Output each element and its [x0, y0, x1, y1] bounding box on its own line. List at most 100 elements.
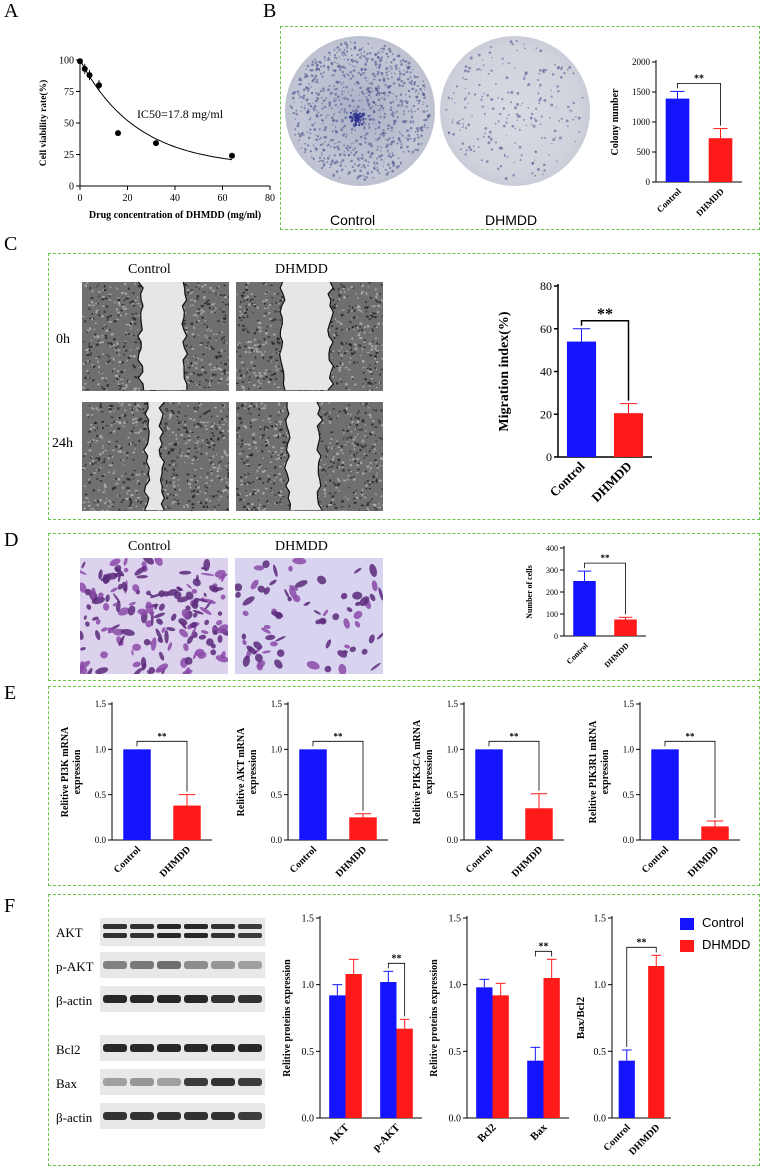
- cell: [353, 328, 355, 331]
- cell: [106, 354, 109, 356]
- cell: [374, 448, 376, 451]
- cell: [117, 348, 119, 350]
- cell: [331, 356, 333, 358]
- cell: [227, 429, 229, 433]
- cell: [274, 450, 277, 454]
- cell: [185, 431, 188, 434]
- cell: [258, 408, 261, 411]
- colony: [312, 107, 314, 109]
- cell: [117, 494, 119, 497]
- colony: [322, 71, 325, 74]
- colony: [387, 124, 390, 127]
- stained-cell: [209, 585, 219, 593]
- cell: [375, 295, 378, 298]
- cell: [166, 470, 168, 472]
- cell: [275, 348, 278, 351]
- stained-cell: [166, 627, 176, 632]
- colony: [410, 108, 413, 111]
- cell: [358, 429, 362, 431]
- bar-dhmdd: [349, 817, 377, 840]
- colony: [459, 129, 461, 131]
- cell: [95, 322, 97, 324]
- colony: [353, 112, 356, 116]
- cell: [264, 487, 268, 490]
- cell: [119, 447, 122, 449]
- colony: [297, 83, 299, 86]
- cell: [212, 466, 216, 469]
- cell: [342, 362, 344, 366]
- colony: [333, 54, 337, 57]
- cell: [124, 332, 128, 334]
- y-tick-label: 0.0: [95, 835, 107, 845]
- colony: [481, 159, 483, 162]
- cell: [346, 436, 348, 439]
- cell: [141, 421, 144, 424]
- cell: [133, 470, 136, 472]
- cell: [110, 333, 114, 336]
- cell: [197, 374, 201, 377]
- y-tick-label: 1.0: [95, 744, 107, 754]
- cell: [135, 505, 138, 508]
- cell: [87, 376, 90, 379]
- cell: [279, 319, 281, 321]
- colony: [354, 59, 357, 63]
- cell: [108, 471, 110, 473]
- cell: [196, 436, 200, 439]
- colony: [410, 153, 413, 155]
- cell: [197, 384, 201, 386]
- cell: [262, 300, 265, 303]
- cell: [371, 328, 373, 331]
- cell: [214, 406, 217, 409]
- x-axis-label: Drug concentration of DHMDD (mg/ml): [89, 210, 261, 221]
- cell: [236, 493, 240, 496]
- cell: [238, 316, 241, 319]
- cell: [194, 447, 197, 449]
- colony: [318, 127, 321, 130]
- cell: [206, 325, 209, 329]
- colony: [349, 41, 352, 43]
- cell: [138, 482, 141, 485]
- colony: [358, 121, 361, 125]
- blot-strip: [100, 1103, 265, 1129]
- cell: [126, 456, 128, 459]
- cell: [198, 288, 200, 290]
- x-tick-label: Control: [565, 641, 591, 667]
- cell: [242, 316, 245, 319]
- cell: [369, 500, 371, 503]
- cell: [177, 499, 180, 502]
- stained-cell: [377, 632, 383, 640]
- cell: [246, 482, 249, 486]
- cell: [99, 403, 102, 405]
- colony: [445, 108, 448, 111]
- cell: [174, 494, 178, 496]
- cell: [246, 443, 249, 445]
- cell: [356, 326, 359, 329]
- stained-cell: [113, 572, 123, 577]
- cell: [219, 355, 222, 358]
- cell: [87, 500, 90, 503]
- cell: [173, 473, 175, 476]
- colony: [322, 148, 326, 152]
- cell: [173, 444, 177, 447]
- stained-cell: [324, 665, 332, 673]
- cell: [275, 302, 278, 304]
- cell: [348, 361, 351, 364]
- colony: [534, 150, 537, 153]
- colony: [505, 121, 508, 124]
- colony: [360, 68, 364, 72]
- colony: [298, 139, 300, 142]
- cell: [337, 446, 341, 449]
- cell: [274, 365, 277, 368]
- colony: [407, 61, 411, 65]
- cell: [264, 302, 267, 305]
- cell: [88, 445, 91, 447]
- colony: [383, 129, 386, 132]
- colony: [401, 102, 403, 105]
- cell: [102, 327, 104, 330]
- cell: [89, 327, 92, 331]
- cell: [172, 501, 175, 504]
- cell: [348, 426, 351, 428]
- colony: [359, 169, 363, 173]
- cell: [350, 417, 352, 420]
- cell: [328, 467, 331, 469]
